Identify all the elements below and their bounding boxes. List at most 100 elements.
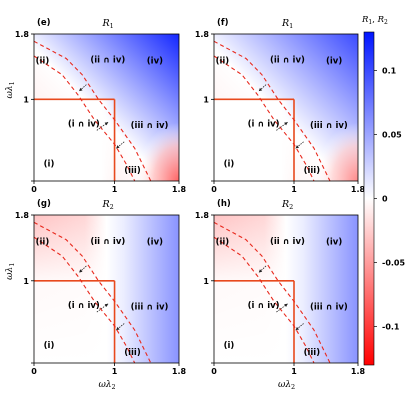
x-tick-label: 0 <box>31 367 37 376</box>
region-label: (iv) <box>147 56 163 66</box>
arrow-head-icon <box>116 326 120 331</box>
heatmap-neutral-region <box>34 99 119 181</box>
y-tick-label: 1.8 <box>195 211 210 220</box>
dashed-boundary-curve <box>33 221 152 364</box>
panel-title-main: R <box>102 199 110 210</box>
region-label: (i ∩ iv) <box>248 301 280 311</box>
region-label: (ii) <box>36 56 50 66</box>
axes-frame <box>213 33 359 182</box>
heatmap-neutral-region <box>214 215 286 363</box>
heatmap-field <box>34 34 179 181</box>
colorbar-tick-label: -0.05 <box>382 259 405 268</box>
axes-frame <box>33 214 180 364</box>
region-label: (ii) <box>216 238 230 248</box>
y-tick-label: 1.8 <box>195 30 210 39</box>
region-label: (ii ∩ iv) <box>270 56 305 66</box>
region-label: (iv) <box>147 238 163 248</box>
region-label: (iii) <box>304 166 321 176</box>
panel-title: R1 <box>281 18 293 30</box>
colorbar-tick-label: 0 <box>382 195 388 204</box>
panel-tag: (f) <box>217 18 229 28</box>
panel-tag: (g) <box>37 199 51 209</box>
region-label: (iv) <box>326 238 342 248</box>
panel-title: R2 <box>102 199 114 211</box>
axes-frame <box>213 214 359 364</box>
y-axis-label: ωλ1 <box>5 81 16 98</box>
region-label: (ii ∩ iv) <box>90 237 125 247</box>
arrow-head-icon <box>79 87 83 92</box>
heatmap-neutral-region <box>214 99 298 181</box>
arrow-head-icon <box>295 145 300 149</box>
region-label: (i) <box>44 341 55 351</box>
x-tick-label: 0 <box>211 185 217 194</box>
y-tick-label: 1.8 <box>15 211 30 220</box>
region-label: (i) <box>44 159 55 169</box>
region-label: (iv) <box>326 56 342 66</box>
panel-title-sub: 1 <box>289 22 293 30</box>
x-tick-label: 1.8 <box>172 185 187 194</box>
region-label: (i) <box>224 159 235 169</box>
arrow-head-icon <box>284 303 288 307</box>
panel-title: R1 <box>102 18 114 30</box>
heatmap-field <box>214 215 358 363</box>
region-label: (ii) <box>36 238 50 248</box>
panel-title: R2 <box>281 199 293 211</box>
region-label: (i ∩ iv) <box>248 119 280 129</box>
colorbar-tick-label: -0.1 <box>382 323 400 332</box>
y-tick-label: 1 <box>203 95 209 104</box>
x-tick-label: 0 <box>31 185 37 194</box>
x-tick-label: 1 <box>291 367 297 376</box>
y-tick-label: 1 <box>23 277 29 286</box>
arrow-head-icon <box>258 269 263 273</box>
arrow-head-icon <box>116 145 120 149</box>
colorbar-tick-label: 0.1 <box>382 66 397 75</box>
region-label: (i ∩ iv) <box>68 301 100 311</box>
region-label: (iii ∩ iv) <box>131 303 169 313</box>
heatmap-negative-region <box>302 103 358 181</box>
region-label: (iii ∩ iv) <box>310 303 348 313</box>
region-label: (ii ∩ iv) <box>270 237 305 247</box>
arrow-head-icon <box>295 326 300 331</box>
y-tick-label: 1 <box>23 95 29 104</box>
region-label: (iii) <box>124 166 141 176</box>
heatmap-negative-region <box>122 103 179 181</box>
y-axis-label: ωλ1 <box>5 263 16 280</box>
panel-title-main: R <box>102 18 110 29</box>
panel-tag: (h) <box>217 199 231 209</box>
dashed-boundary-curve <box>213 40 331 182</box>
panel-title-sub: 2 <box>289 203 293 211</box>
arrow-head-icon <box>104 303 109 307</box>
arrow-head-icon <box>284 122 288 126</box>
region-label: (i ∩ iv) <box>68 119 100 129</box>
region-label: (iii) <box>124 348 141 358</box>
arrow-head-icon <box>104 122 109 126</box>
dashed-boundary-curve <box>33 40 152 182</box>
heatmap-field <box>34 215 179 363</box>
region-label: (ii ∩ iv) <box>90 56 125 66</box>
x-tick-label: 0 <box>211 367 217 376</box>
colorbar-tick-label: 0.05 <box>382 130 402 139</box>
x-tick-label: 1 <box>112 367 118 376</box>
panel-tag: (e) <box>37 18 51 28</box>
region-label: (i) <box>224 341 235 351</box>
y-tick-label: 1.8 <box>15 30 30 39</box>
heatmap-field <box>214 34 358 181</box>
region-label: (iii ∩ iv) <box>131 121 169 131</box>
arrow-head-icon <box>258 87 263 92</box>
region-label: (iii ∩ iv) <box>310 121 348 131</box>
panel-title-main: R <box>281 199 289 210</box>
colorbar <box>363 31 375 366</box>
x-tick-label: 1 <box>291 185 297 194</box>
dashed-boundary-curve <box>213 221 331 364</box>
x-tick-label: 1 <box>112 185 118 194</box>
x-tick-label: 1.8 <box>172 367 187 376</box>
region-label: (ii) <box>216 56 230 66</box>
heatmap-neutral-region <box>34 215 107 363</box>
colorbar-label: R1, R2 <box>361 15 388 26</box>
axes-frame <box>33 33 180 182</box>
x-axis-label: ωλ2 <box>278 380 295 391</box>
x-tick-label: 1.8 <box>351 367 366 376</box>
region-label: (iii) <box>304 348 321 358</box>
x-tick-label: 1.8 <box>351 185 366 194</box>
